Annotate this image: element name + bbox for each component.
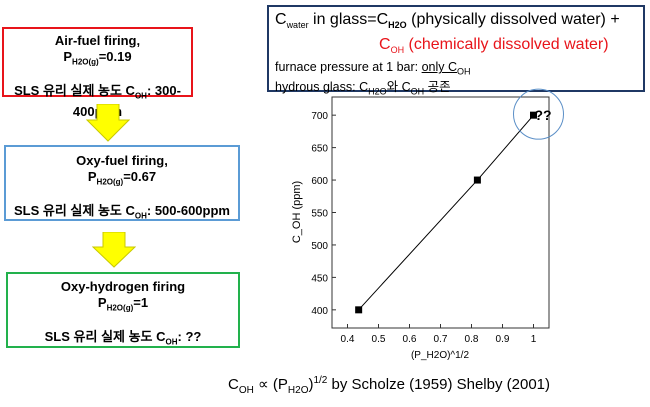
y-tick-label: 600 <box>311 176 328 187</box>
y-tick-label: 700 <box>311 111 328 122</box>
info-line-2: COH (chemically dissolved water) <box>379 36 609 56</box>
plot-frame <box>331 96 550 329</box>
data-point <box>530 111 537 119</box>
oxy-fuel-box: Oxy-fuel firing, PH2O(g)=0.67 SLS 유리 실제 … <box>4 145 240 221</box>
highlight-circle <box>513 88 564 140</box>
down-arrow-icon <box>92 232 136 268</box>
y-tick-label: 550 <box>311 209 328 220</box>
data-point <box>473 176 481 184</box>
step-title: Oxy-hydrogen firing <box>60 279 186 294</box>
step-pressure: PH2O(g)=0.67 <box>87 169 157 187</box>
y-axis-label: C_OH (ppm) <box>291 181 303 243</box>
step-pressure: PH2O(g)=1 <box>97 295 149 313</box>
y-tick-label: 500 <box>311 241 328 252</box>
down-arrow-icon <box>86 104 130 142</box>
info-box: Cwater in glass=CH2O (physically dissolv… <box>267 5 645 96</box>
x-tick-label: 0.4 <box>341 334 355 345</box>
x-tick-label: 0.9 <box>496 334 510 345</box>
annotation-label: ?? <box>535 107 552 123</box>
caption: COH ∝ (PH2O)1/2 by Scholze (1959) Shelby… <box>228 375 551 396</box>
step-title: Air-fuel firing, <box>54 33 141 48</box>
x-tick-label: 0.6 <box>403 334 417 345</box>
info-line-1: Cwater in glass=CH2O (physically dissolv… <box>275 11 620 31</box>
y-tick-label: 400 <box>311 306 328 317</box>
y-tick-label: 450 <box>311 273 328 284</box>
step-concentration: SLS 유리 실제 농도 COH: 500-600ppm <box>14 202 230 221</box>
info-line-4: hydrous glass: CH2O와 COH 공존 <box>275 79 451 97</box>
oxy-hydrogen-box: Oxy-hydrogen firing PH2O(g)=1 SLS 유리 실제 … <box>6 272 240 348</box>
data-point <box>355 306 363 314</box>
step-pressure: PH2O(g)=0.19 <box>63 49 132 67</box>
x-axis-label: (P_H2O)^1/2 <box>411 350 469 361</box>
step-title: Oxy-fuel firing, <box>76 153 168 168</box>
x-tick-label: 0.5 <box>372 334 386 345</box>
series-line <box>358 114 534 311</box>
step-concentration: SLS 유리 실제 농도 COH: ?? <box>44 328 202 347</box>
x-tick-label: 0.7 <box>434 334 448 345</box>
x-tick-label: 0.8 <box>465 334 479 345</box>
y-tick-label: 650 <box>311 144 328 155</box>
x-tick-label: 1 <box>531 334 537 345</box>
info-line-3: furnace pressure at 1 bar: only COH <box>275 60 471 77</box>
